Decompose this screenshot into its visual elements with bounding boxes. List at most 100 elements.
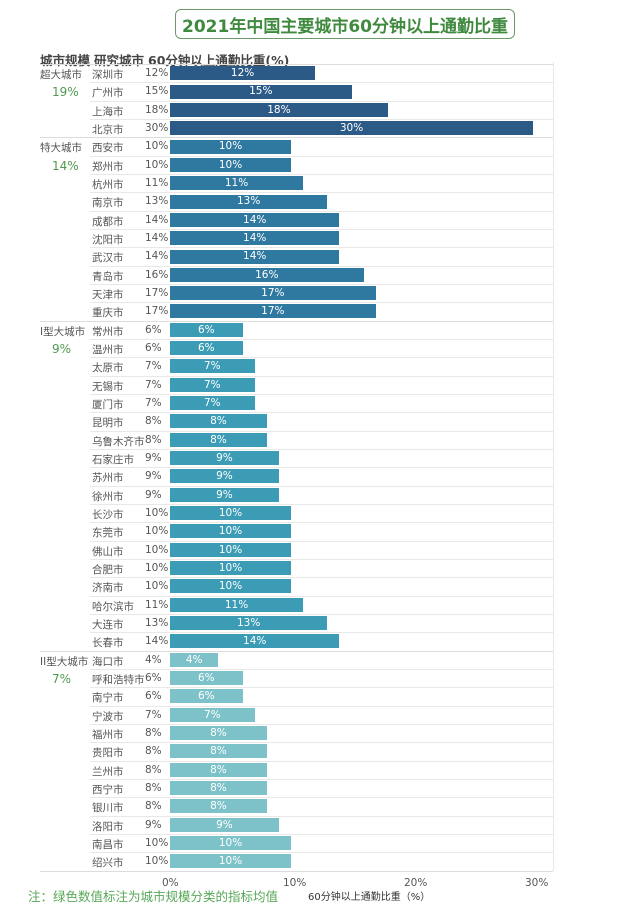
- city-label: 东莞市: [92, 527, 124, 540]
- city-label: 银川市: [92, 802, 124, 815]
- bar-data-label: 8%: [210, 763, 227, 776]
- bar-data-label: 6%: [197, 671, 215, 684]
- city-label: 大连市: [92, 618, 124, 631]
- x-tick-label: 10%: [283, 876, 307, 889]
- city-label: 沈阳市: [92, 233, 124, 246]
- city-label: 石家庄市: [92, 453, 134, 466]
- value-label: 17%: [145, 286, 169, 299]
- value-label: 7%: [145, 396, 162, 409]
- value-label: 8%: [145, 433, 162, 446]
- bar-data-label: 7%: [204, 396, 221, 409]
- bar-data-label: 7%: [204, 708, 221, 721]
- row-divider: [90, 228, 553, 230]
- bar-data-label: 9%: [216, 451, 233, 464]
- city-label: 苏州市: [92, 472, 124, 485]
- row-divider: [90, 742, 553, 744]
- row-divider: [90, 430, 553, 432]
- row-divider: [90, 155, 553, 157]
- row-divider: [90, 558, 553, 560]
- city-label: 青岛市: [92, 270, 124, 283]
- x-tick-label: 30%: [525, 876, 549, 889]
- bar-data-label: 18%: [267, 103, 291, 116]
- row-divider: [90, 815, 553, 817]
- city-label: 西安市: [92, 142, 124, 155]
- city-label: 上海市: [92, 105, 124, 118]
- row-divider: [90, 540, 553, 542]
- row-divider: [90, 338, 553, 340]
- bar-data-label: 6%: [197, 323, 215, 336]
- row-divider: [90, 100, 553, 102]
- bar: [170, 157, 291, 172]
- bar: [170, 469, 279, 484]
- bar-data-label: 12%: [230, 67, 255, 79]
- bar-data-label: 16%: [255, 268, 279, 281]
- bar: [170, 267, 364, 282]
- value-label: 8%: [145, 726, 162, 739]
- bar: [170, 707, 255, 722]
- bar-data-label: 10%: [218, 140, 243, 153]
- value-label: 6%: [145, 341, 162, 354]
- city-label: 南昌市: [92, 838, 124, 851]
- city-label: 长春市: [92, 637, 124, 650]
- row-divider: [90, 118, 553, 120]
- bar: [170, 762, 267, 777]
- city-label: 绍兴市: [92, 857, 124, 870]
- value-label: 8%: [145, 745, 162, 758]
- bar: [170, 506, 291, 521]
- city-label: 兰州市: [92, 765, 124, 778]
- bar: [170, 121, 533, 136]
- value-label: 10%: [145, 543, 169, 556]
- bar: [170, 744, 267, 759]
- group-name: 超大城市: [40, 69, 82, 81]
- bar-data-label: 10%: [218, 158, 243, 171]
- bar: [170, 396, 255, 411]
- bar-data-label: 9%: [216, 470, 233, 483]
- city-label: 合肥市: [92, 563, 124, 576]
- bar-data-label: 11%: [224, 176, 249, 189]
- bar-data-label: 8%: [210, 433, 227, 446]
- value-label: 7%: [145, 378, 162, 391]
- group-name: II型大城市: [40, 655, 89, 668]
- city-label: 成都市: [92, 215, 124, 228]
- x-tick-label: 20%: [404, 876, 428, 889]
- city-label: 天津市: [92, 288, 124, 301]
- x-tick-label: 0%: [162, 876, 179, 889]
- bar-data-label: 8%: [210, 415, 227, 428]
- value-label: 9%: [145, 488, 162, 501]
- city-label: 宁波市: [92, 710, 124, 723]
- bar: [170, 249, 340, 264]
- value-label: 18%: [145, 103, 169, 116]
- bar: [170, 561, 291, 576]
- value-label: 9%: [145, 451, 162, 464]
- value-label: 11%: [145, 176, 169, 189]
- bar-data-label: 8%: [210, 745, 227, 758]
- bar-data-label: 6%: [197, 690, 215, 703]
- bar: [170, 542, 291, 557]
- row-divider: [90, 632, 553, 634]
- bar: [170, 652, 219, 667]
- row-divider: [90, 723, 553, 725]
- value-label: 4%: [145, 653, 162, 666]
- value-label: 12%: [145, 67, 169, 79]
- bar: [170, 634, 340, 649]
- bar: [170, 322, 243, 337]
- bar-data-label: 30%: [339, 121, 364, 134]
- value-label: 17%: [145, 305, 169, 318]
- group-average: 14%: [52, 158, 79, 173]
- value-label: 8%: [145, 781, 162, 794]
- bar-data-label: 17%: [261, 286, 285, 299]
- bar-data-label: 10%: [218, 543, 243, 556]
- row-divider: [90, 82, 553, 84]
- bar: [170, 377, 255, 392]
- bar: [170, 799, 267, 814]
- bar: [170, 671, 243, 686]
- group-name: 特大城市: [40, 142, 82, 155]
- row-divider: [90, 687, 553, 689]
- city-label: 常州市: [92, 325, 124, 338]
- value-label: 7%: [145, 360, 162, 373]
- city-label: 西宁市: [92, 783, 124, 796]
- row-divider: [90, 705, 553, 707]
- value-label: 8%: [145, 763, 162, 776]
- value-label: 30%: [145, 121, 169, 134]
- value-label: 16%: [145, 268, 169, 281]
